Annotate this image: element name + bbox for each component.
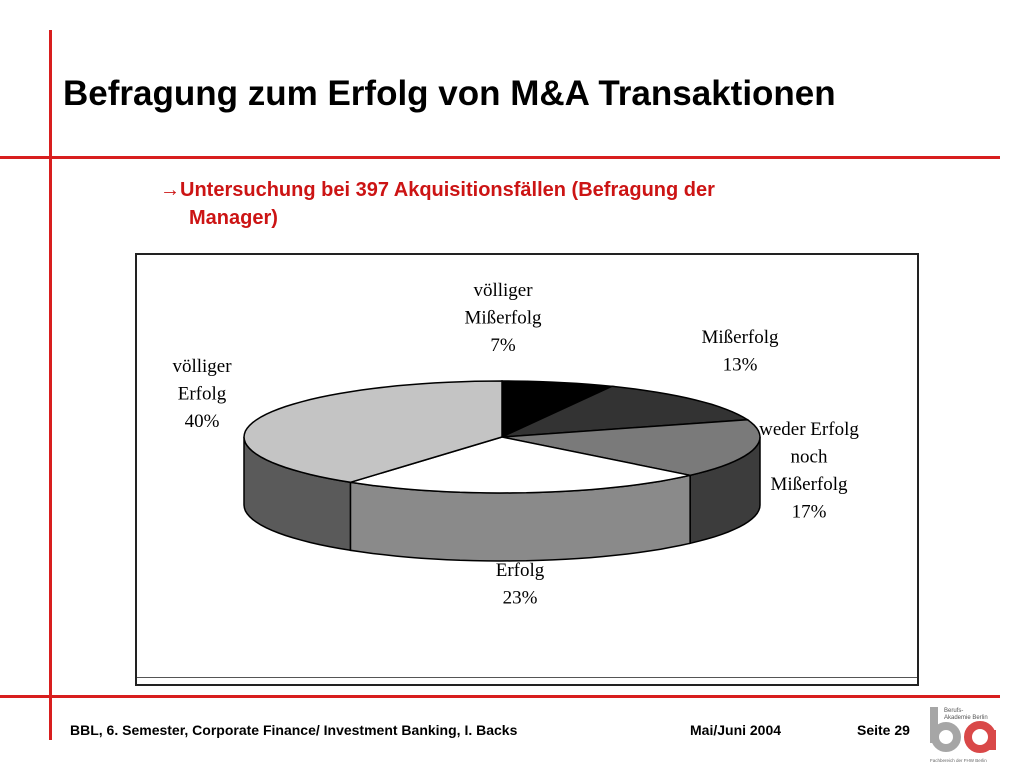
title-divider [0,156,1000,159]
pie-label-3-line-0: Erfolg [496,560,545,581]
pie-slice-1 [501,385,750,438]
pie-label-0: völliger Mißerfolg 7% [464,280,542,356]
berufsakademie-logo: Berufs- Akademie Berlin Fachbereich der … [930,707,996,763]
footer-course: BBL, 6. Semester, Corporate Finance/ Inv… [70,722,518,738]
subtitle-line-2: Manager) [189,207,278,229]
left-accent-line [49,30,52,740]
pie-label-2-line-2: Mißerfolg [770,474,848,495]
subtitle-line-1: →Untersuchung bei 397 Akquisitionsfällen… [160,179,715,201]
pie-chart-frame: völliger Mißerfolg 7% Mißerfolg 13% weder Erf… [135,253,919,686]
pie-label-2-line-3: 17% [792,502,827,523]
slide-subtitle: →Untersuchung bei 397 Akquisitionsfällen… [160,176,715,232]
pie-label-3-line-1: 23% [503,588,538,609]
pie-chart: völliger Mißerfolg 7% Mißerfolg 13% weder Erf… [172,280,859,609]
logo-bar [930,707,938,743]
pie-slice-3 [350,436,691,494]
logo-text-2: Akademie Berlin [944,715,988,721]
pie-label-1-line-1: 13% [723,355,758,376]
footer-page-number: Seite 29 [857,722,910,738]
pie-slice-2 [501,418,761,477]
logo-text-1: Berufs- [944,708,963,714]
pie-label-2: weder Erfolg noch Mißerfolg 17% [759,419,859,523]
logo-b-bowl [931,722,961,752]
pie-label-0-line-2: 7% [490,335,516,356]
pie-label-4-line-1: Erfolg [178,384,227,405]
footer-divider [0,695,1000,698]
pie-label-2-line-1: noch [791,447,828,468]
footer-date: Mai/Juni 2004 [690,722,782,738]
pie-slice-4 [243,380,503,484]
logo-a-stem [988,730,996,750]
pie-label-1-line-0: Mißerfolg [701,327,779,348]
pie-label-4-line-0: völliger [172,356,232,377]
pie-label-2-line-0: weder Erfolg [759,419,859,440]
pie-label-0-line-1: Mißerfolg [464,308,542,329]
chart-frame-baseline [137,677,917,678]
pie-slice-0 [501,380,615,439]
slide-title: Befragung zum Erfolg von M&A Transaktion… [63,74,836,113]
pie-label-3: Erfolg 23% [496,560,545,609]
pie-label-0-line-0: völliger [473,280,533,301]
logo-caption: Fachbereich der FHW Berlin [930,758,987,763]
pie-label-1: Mißerfolg 13% [701,327,779,376]
pie-label-4: völliger Erfolg 40% [172,356,232,432]
pie-label-4-line-2: 40% [185,411,220,432]
